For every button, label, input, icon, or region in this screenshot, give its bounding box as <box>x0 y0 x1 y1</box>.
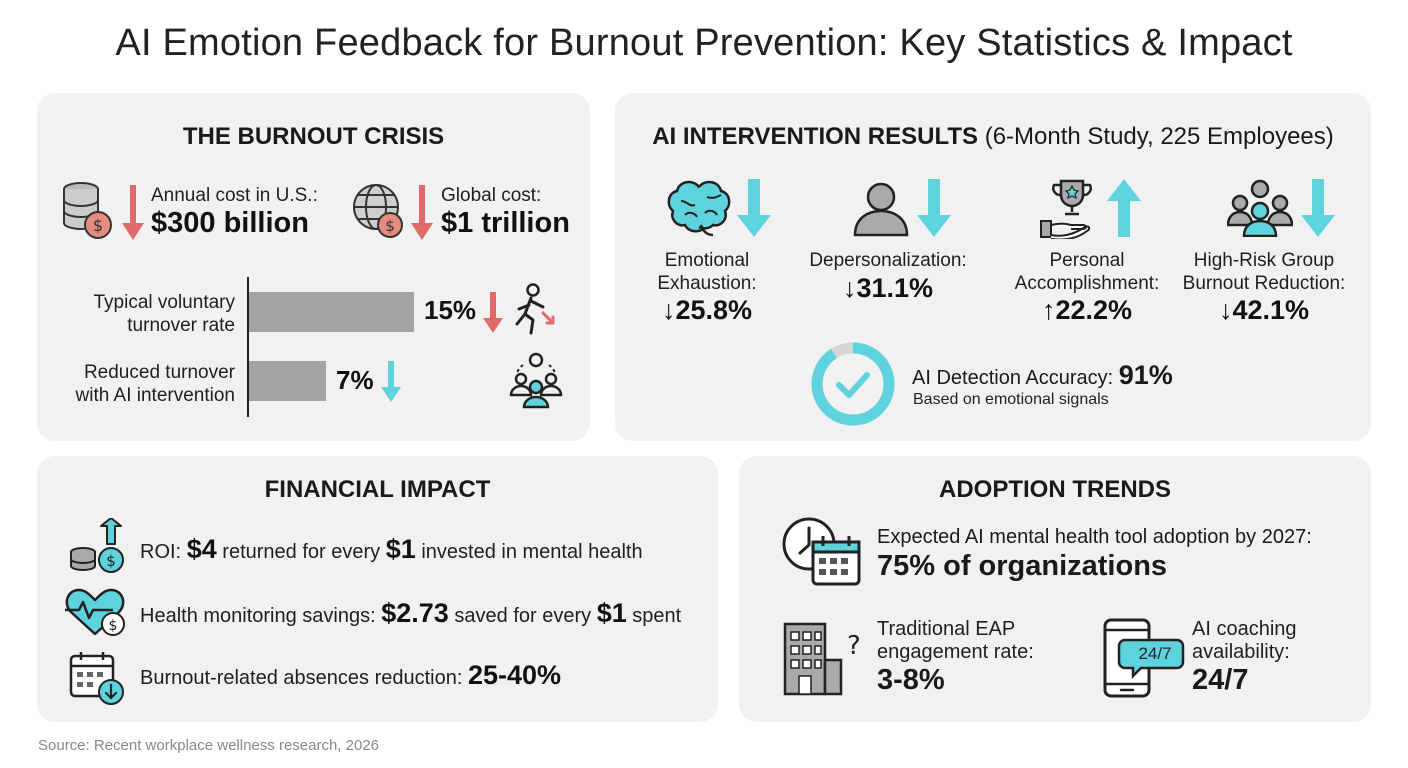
us-cost-value: $300 billion <box>151 207 309 239</box>
high-risk-label: High-Risk Group Burnout Reduction: <box>1182 250 1346 294</box>
financial-impact-title: FINANCIAL IMPACT <box>264 476 491 503</box>
high-risk-down-arrow-icon <box>1301 179 1335 237</box>
turnover-ai-down-arrow-icon <box>380 361 402 403</box>
financial-impact-panel: FINANCIAL IMPACT $ ROI: $4 returned for … <box>37 456 718 722</box>
chat-bubble-text: 24/7 <box>1138 644 1172 663</box>
global-cost-down-arrow-icon <box>410 185 434 241</box>
accuracy-ring <box>809 340 897 428</box>
accuracy-subtext: Based on emotional signals <box>913 391 1109 408</box>
check-icon <box>836 372 870 398</box>
source-note: Source: Recent workplace wellness resear… <box>38 737 380 754</box>
accomplishment-label: Personal Accomplishment: <box>1014 250 1160 294</box>
brain-icon <box>667 179 731 237</box>
us-cost-label: Annual cost in U.S.: <box>151 185 318 206</box>
turnover-ai-bar <box>249 361 326 401</box>
burnout-crisis-title: THE BURNOUT CRISIS <box>182 123 445 150</box>
turnover-axis <box>247 277 249 417</box>
turnover-ai-value: 7% <box>336 365 374 395</box>
svg-text:$: $ <box>106 552 116 570</box>
global-cost-label: Global cost: <box>441 185 542 206</box>
burnout-crisis-panel: THE BURNOUT CRISIS $ Annual cost in U.S.… <box>37 93 590 441</box>
walking-person-icon <box>507 283 563 335</box>
group-icon <box>1227 179 1293 237</box>
person-icon <box>851 179 911 237</box>
accuracy-text: AI Detection Accuracy: 91% <box>912 360 1173 390</box>
turnover-typical-bar <box>249 292 414 332</box>
coach-value: 24/7 <box>1192 664 1249 696</box>
accomplishment-up-arrow-icon <box>1107 179 1141 237</box>
exhaustion-value: ↓25.8% <box>661 295 753 325</box>
turnover-typical-down-arrow-icon <box>482 292 504 334</box>
svg-text:$: $ <box>109 618 118 634</box>
coach-label: AI coaching availability: <box>1192 618 1297 663</box>
clock-calendar-icon <box>781 516 863 588</box>
exhaustion-label: Emotional Exhaustion: <box>657 250 757 294</box>
roi-row: ROI: $4 returned for every $1 invested i… <box>140 534 643 564</box>
exhaustion-down-arrow-icon <box>737 179 771 237</box>
money-growth-icon: $ <box>67 518 127 574</box>
calendar-down-icon <box>69 650 127 706</box>
phone-chat-icon <box>1099 616 1189 698</box>
globe-icon: $ <box>350 181 406 241</box>
depersonalization-label: Depersonalization: <box>809 250 967 271</box>
adoption-trends-panel: ADOPTION TRENDS Expected AI mental healt… <box>739 456 1371 722</box>
building-icon: ? <box>781 618 861 696</box>
global-cost-value: $1 trillion <box>441 207 570 239</box>
turnover-typical-value: 15% <box>424 295 477 325</box>
depersonalization-value: ↓31.1% <box>842 273 934 303</box>
adoption-trends-title: ADOPTION TRENDS <box>938 476 1171 503</box>
ai-intervention-panel: AI INTERVENTION RESULTS (6-Month Study, … <box>615 93 1371 441</box>
high-risk-value: ↓42.1% <box>1218 295 1310 325</box>
page-title: AI Emotion Feedback for Burnout Preventi… <box>115 22 1293 64</box>
accomplishment-value: ↑22.2% <box>1041 295 1133 325</box>
us-cost-down-arrow-icon <box>121 185 145 241</box>
coins-icon: $ <box>61 181 113 241</box>
health-savings-row: Health monitoring savings: $2.73 saved f… <box>140 598 682 628</box>
heart-monitor-icon: $ <box>65 584 129 638</box>
expected-adoption-label: Expected AI mental health tool adoption … <box>877 526 1312 548</box>
depersonalization-down-arrow-icon <box>917 179 951 237</box>
turnover-typical-label: Typical voluntary turnover rate <box>93 292 235 336</box>
svg-text:$: $ <box>93 216 103 235</box>
absences-row: Burnout-related absences reduction: 25-4… <box>140 660 562 690</box>
ai-intervention-title: AI INTERVENTION RESULTS (6-Month Study, … <box>652 123 1334 150</box>
eap-label: Traditional EAP engagement rate: <box>877 618 1034 663</box>
team-icon <box>509 351 563 409</box>
svg-text:?: ? <box>847 631 861 661</box>
svg-text:$: $ <box>385 217 395 235</box>
expected-adoption-value: 75% of organizations <box>877 550 1168 582</box>
eap-value: 3-8% <box>877 664 945 696</box>
turnover-ai-label: Reduced turnover with AI intervention <box>75 362 235 406</box>
trophy-icon <box>1039 177 1103 239</box>
